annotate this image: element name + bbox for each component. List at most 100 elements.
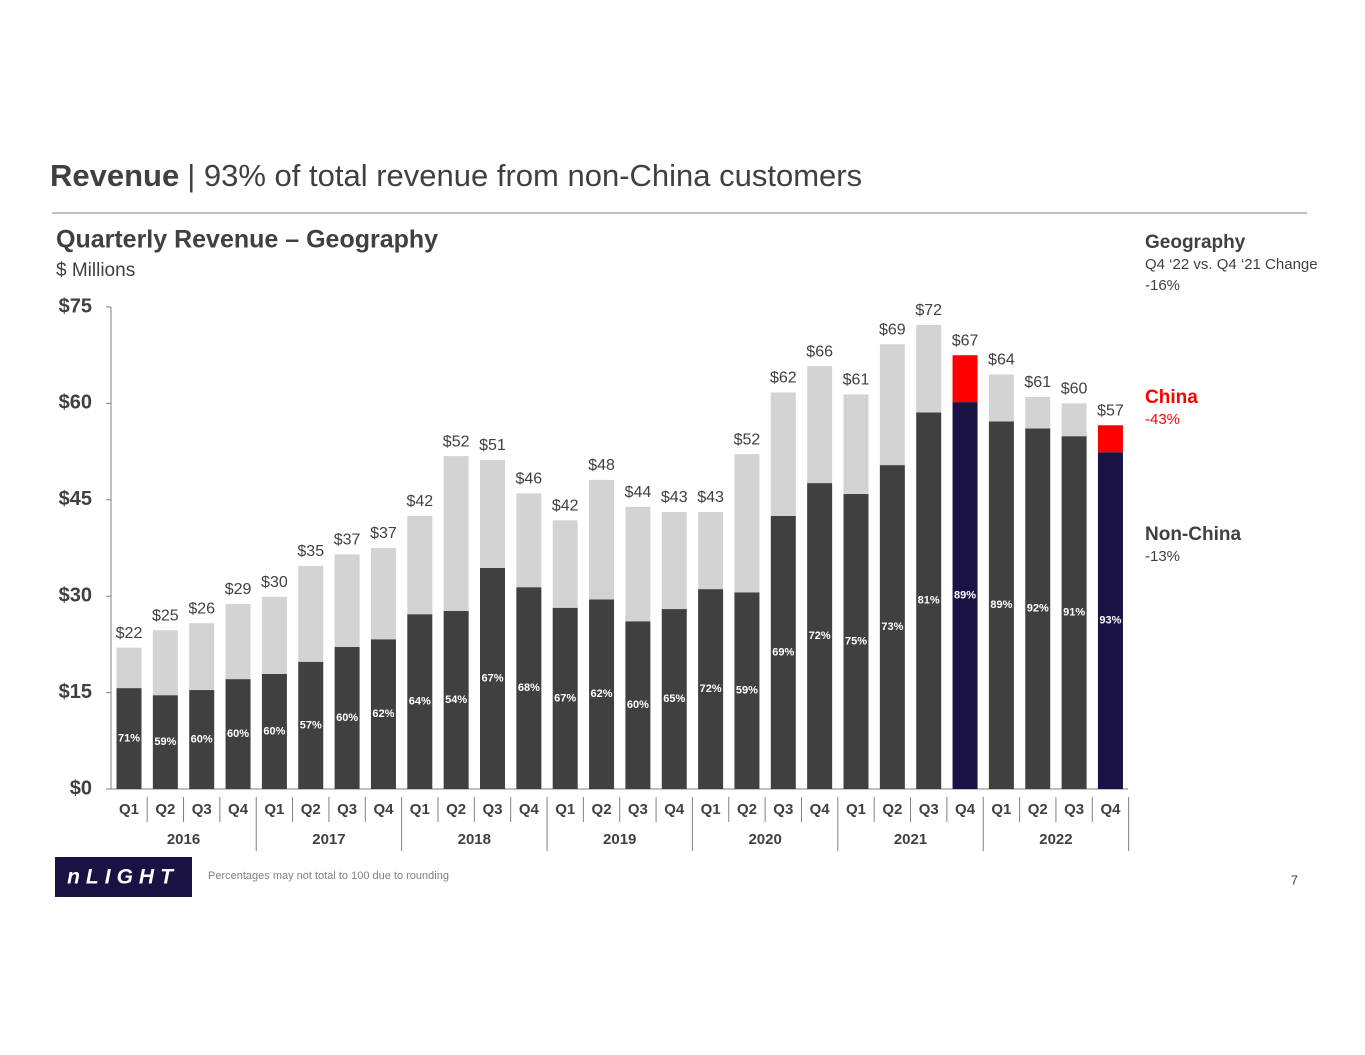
bar-segment bbox=[443, 456, 469, 611]
y-tick-label: $15 bbox=[59, 681, 92, 703]
x-tick-label: Q4 bbox=[519, 801, 540, 818]
x-tick-label: Q2 bbox=[301, 801, 321, 818]
x-tick-label: Q3 bbox=[482, 801, 502, 818]
bar-segment bbox=[879, 465, 905, 789]
share-label: 60% bbox=[227, 728, 249, 740]
year-label: 2021 bbox=[894, 831, 927, 848]
x-tick-label: Q1 bbox=[555, 801, 575, 818]
bar-segment bbox=[552, 520, 578, 608]
total-label: $43 bbox=[661, 489, 688, 506]
bar-segment bbox=[589, 479, 615, 600]
title-bold: Revenue bbox=[50, 158, 179, 193]
total-label: $66 bbox=[806, 343, 833, 360]
share-label: 62% bbox=[372, 708, 394, 720]
share-label: 65% bbox=[663, 693, 685, 705]
panel-total-change: -16% bbox=[1145, 277, 1180, 294]
bar-segment bbox=[189, 623, 215, 691]
legend-china: China bbox=[1145, 387, 1198, 408]
bar-segment bbox=[116, 647, 142, 689]
bar-segment bbox=[952, 355, 978, 403]
x-tick-label: Q3 bbox=[1064, 801, 1084, 818]
x-tick-label: Q4 bbox=[373, 801, 394, 818]
y-tick-label: $30 bbox=[59, 584, 92, 606]
bar-segment bbox=[443, 610, 469, 789]
logo-box bbox=[55, 857, 192, 897]
bar-segment bbox=[261, 673, 287, 789]
year-label: 2017 bbox=[312, 831, 345, 848]
share-label: 59% bbox=[154, 736, 176, 748]
x-tick-label: Q3 bbox=[628, 801, 648, 818]
total-label: $46 bbox=[515, 471, 542, 488]
total-label: $37 bbox=[334, 532, 361, 549]
bar-segment bbox=[988, 421, 1014, 789]
footnote: Percentages may not total to 100 due to … bbox=[208, 870, 449, 882]
bar-segment bbox=[698, 512, 724, 590]
y-tick-label: $45 bbox=[59, 488, 92, 510]
share-label: 69% bbox=[772, 646, 794, 658]
bar-segment bbox=[734, 454, 760, 593]
bar-segment bbox=[1097, 452, 1123, 789]
unit-label: $ Millions bbox=[56, 260, 135, 281]
bar-segment bbox=[334, 554, 360, 647]
total-label: $48 bbox=[588, 457, 615, 474]
title: Revenue | 93% of total revenue from non-C… bbox=[50, 158, 862, 193]
x-tick-label: Q4 bbox=[810, 801, 831, 818]
share-label: 67% bbox=[481, 672, 503, 684]
share-label: 89% bbox=[990, 599, 1012, 611]
bar-segment bbox=[807, 366, 833, 484]
bar-segment bbox=[189, 690, 215, 789]
x-tick-label: Q3 bbox=[919, 801, 939, 818]
x-tick-label: Q1 bbox=[264, 801, 284, 818]
total-label: $26 bbox=[188, 600, 215, 617]
share-label: 71% bbox=[118, 732, 140, 744]
bar-segment bbox=[988, 374, 1014, 422]
total-label: $29 bbox=[225, 581, 252, 598]
bar-segment bbox=[370, 639, 396, 789]
share-label: 72% bbox=[700, 683, 722, 695]
total-label: $35 bbox=[297, 543, 324, 560]
total-label: $69 bbox=[879, 321, 906, 338]
bar-segment bbox=[843, 494, 869, 789]
year-label: 2022 bbox=[1039, 831, 1072, 848]
total-label: $43 bbox=[697, 489, 724, 506]
legend-non-china: Non-China bbox=[1145, 524, 1241, 545]
year-label: 2020 bbox=[748, 831, 781, 848]
total-label: $61 bbox=[843, 372, 870, 389]
legend-non-china-change: -13% bbox=[1145, 548, 1180, 565]
share-label: 59% bbox=[736, 685, 758, 697]
x-tick-label: Q1 bbox=[991, 801, 1011, 818]
bar-segment bbox=[916, 412, 942, 789]
bar-segment bbox=[334, 646, 360, 789]
bar-segment bbox=[407, 515, 433, 615]
total-label: $44 bbox=[625, 484, 652, 501]
x-tick-label: Q1 bbox=[119, 801, 139, 818]
bar-segment bbox=[152, 695, 178, 789]
share-label: 73% bbox=[881, 621, 903, 633]
subtitle: Quarterly Revenue – Geography bbox=[56, 226, 438, 254]
x-tick-label: Q2 bbox=[155, 801, 175, 818]
x-tick-label: Q2 bbox=[592, 801, 612, 818]
share-label: 60% bbox=[191, 733, 213, 745]
bar-segment bbox=[625, 621, 651, 789]
total-label: $64 bbox=[988, 352, 1015, 369]
year-label: 2019 bbox=[603, 831, 636, 848]
bar-segment bbox=[843, 394, 869, 495]
total-label: $61 bbox=[1024, 374, 1051, 391]
share-label: 60% bbox=[263, 725, 285, 737]
share-label: 72% bbox=[809, 630, 831, 642]
bar-segment bbox=[1025, 428, 1051, 789]
x-tick-label: Q3 bbox=[773, 801, 793, 818]
bar-segment bbox=[734, 592, 760, 789]
bar-segment bbox=[625, 506, 651, 622]
bar-segment bbox=[1025, 396, 1051, 429]
share-label: 54% bbox=[445, 694, 467, 706]
bar-segment bbox=[1061, 403, 1087, 437]
share-label: 89% bbox=[954, 589, 976, 601]
bar-segment bbox=[1061, 436, 1087, 789]
legend-china-change: -43% bbox=[1145, 411, 1180, 428]
y-tick-label: $75 bbox=[59, 295, 92, 317]
page-number: 7 bbox=[1291, 872, 1298, 887]
bar-segment bbox=[661, 609, 687, 789]
title-rest: | 93% of total revenue from non-China cu… bbox=[187, 158, 862, 193]
